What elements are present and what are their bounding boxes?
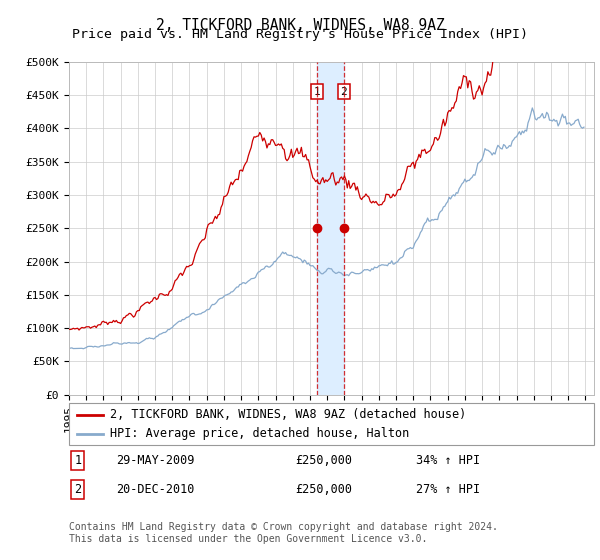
Text: £250,000: £250,000	[295, 454, 352, 468]
Text: Price paid vs. HM Land Registry's House Price Index (HPI): Price paid vs. HM Land Registry's House …	[72, 28, 528, 41]
Text: HPI: Average price, detached house, Halton: HPI: Average price, detached house, Halt…	[110, 427, 409, 440]
Text: 2: 2	[341, 87, 347, 96]
Text: Contains HM Land Registry data © Crown copyright and database right 2024.
This d: Contains HM Land Registry data © Crown c…	[69, 522, 498, 544]
Bar	[317, 62, 344, 395]
Text: 1: 1	[74, 454, 82, 468]
Text: 1: 1	[314, 87, 320, 96]
Text: 29-MAY-2009: 29-MAY-2009	[116, 454, 194, 468]
Text: 2, TICKFORD BANK, WIDNES, WA8 9AZ: 2, TICKFORD BANK, WIDNES, WA8 9AZ	[155, 18, 445, 33]
Text: £250,000: £250,000	[295, 483, 352, 496]
Text: 34% ↑ HPI: 34% ↑ HPI	[415, 454, 479, 468]
FancyBboxPatch shape	[69, 403, 594, 445]
Text: 27% ↑ HPI: 27% ↑ HPI	[415, 483, 479, 496]
Text: 2, TICKFORD BANK, WIDNES, WA8 9AZ (detached house): 2, TICKFORD BANK, WIDNES, WA8 9AZ (detac…	[110, 408, 466, 421]
Text: 20-DEC-2010: 20-DEC-2010	[116, 483, 194, 496]
Text: 2: 2	[74, 483, 82, 496]
